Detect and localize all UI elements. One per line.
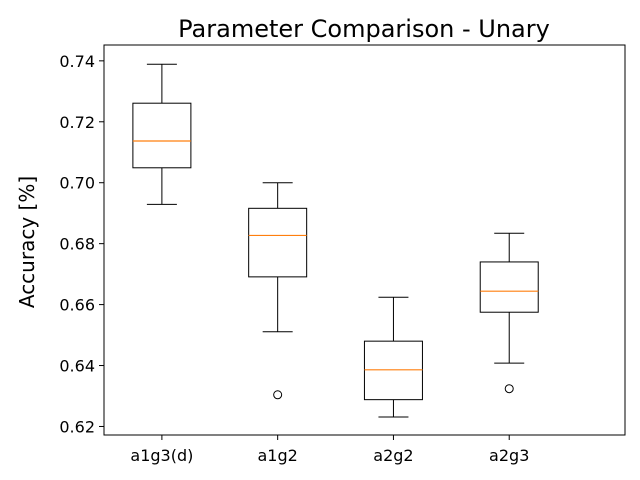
- box-series: [132, 63, 539, 418]
- box-body: [248, 207, 308, 278]
- plot-area-frame: [103, 44, 626, 436]
- y-tick-label: 0.74: [59, 52, 95, 71]
- x-tick-label: a2g2: [373, 446, 413, 465]
- x-tick-label: a1g3(d): [130, 446, 193, 465]
- box-a2g2: [363, 296, 423, 418]
- outlier-point: [273, 390, 283, 400]
- box-body: [363, 340, 423, 401]
- box-a2g3: [479, 232, 539, 394]
- x-tick-label: a2g3: [489, 446, 529, 465]
- box-body: [479, 261, 539, 313]
- axis-ticks: 0.62 0.64 0.66 0.68 0.70 0.72 0.74 a1g3(d) a1g2 a…: [59, 52, 529, 465]
- box-a1g2: [248, 182, 308, 400]
- y-tick-label: 0.70: [59, 174, 95, 193]
- y-tick-label: 0.66: [59, 296, 95, 315]
- y-axis-label: Accuracy [%]: [15, 176, 39, 308]
- y-tick-label: 0.68: [59, 235, 95, 254]
- box-body: [132, 102, 192, 169]
- outlier-point: [504, 384, 514, 394]
- box-a1g3(d): [132, 63, 192, 205]
- y-tick-label: 0.62: [59, 417, 95, 436]
- x-tick-label: a1g2: [258, 446, 298, 465]
- chart-title: Parameter Comparison - Unary: [178, 15, 550, 43]
- y-tick-label: 0.64: [59, 357, 95, 376]
- y-tick-label: 0.72: [59, 113, 95, 132]
